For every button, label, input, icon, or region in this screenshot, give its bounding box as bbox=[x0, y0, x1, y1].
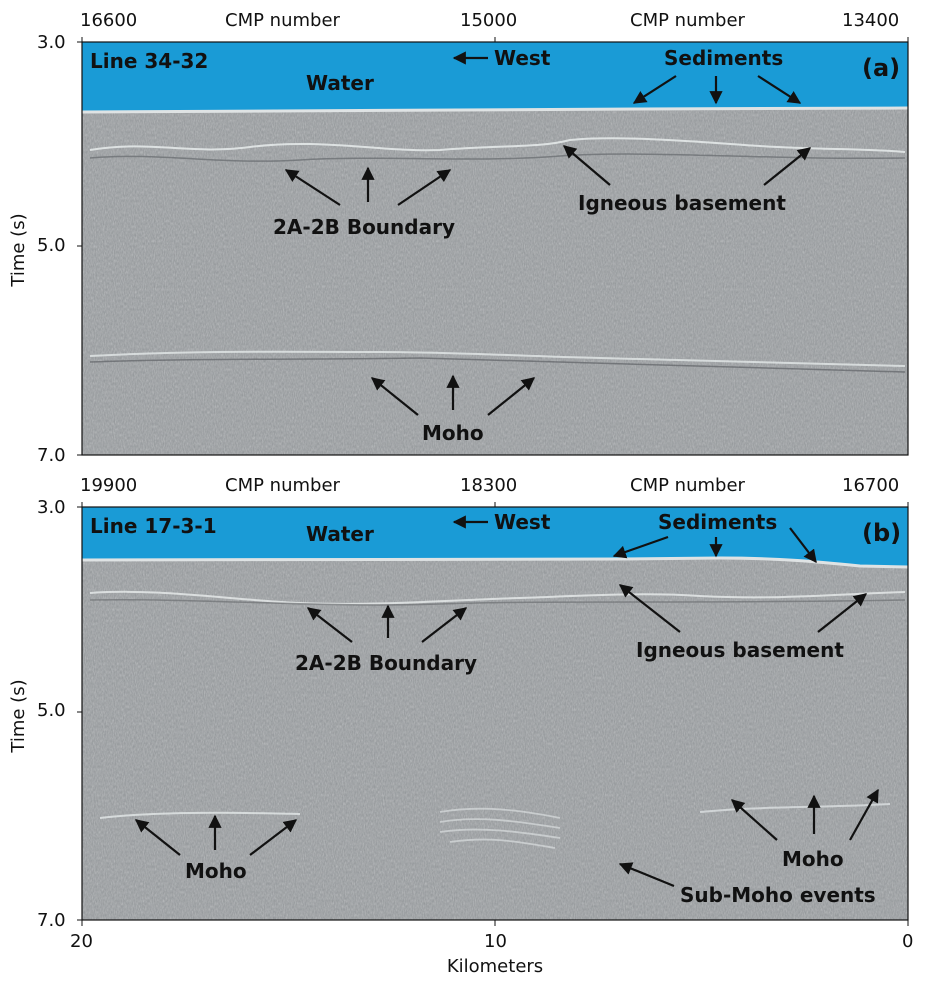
panel-b-cmp-title-left: CMP number bbox=[225, 475, 341, 496]
panel-a-moho-arrow-3 bbox=[487, 377, 536, 416]
panel-a: 16600 CMP number 15000 CMP number 13400 … bbox=[8, 10, 909, 466]
panel-b-moho-right-label: Moho bbox=[782, 847, 844, 871]
panel-b-cmp-title-right: CMP number bbox=[630, 475, 746, 496]
panel-b-sediments-label: Sediments bbox=[658, 510, 777, 534]
panel-b-sediments-arrow-1 bbox=[612, 535, 669, 559]
panel-b-moho-reflector-right bbox=[699, 803, 891, 813]
panel-b-time-axis-label: Time (s) bbox=[8, 679, 29, 753]
panel-a-basement-arrow-2 bbox=[763, 147, 812, 186]
panel-b-basement-reflector-2 bbox=[89, 598, 906, 606]
panel-b-time-tick-7: 7.0 bbox=[37, 910, 66, 931]
panel-b-water-label: Water bbox=[306, 522, 374, 546]
panel-b-line-label: Line 17-3-1 bbox=[90, 514, 217, 538]
panel-b-basement-arrow-1 bbox=[618, 584, 681, 633]
panel-b-moho-left-arrow-1 bbox=[134, 819, 181, 856]
panel-b-boundary-arrow-1 bbox=[306, 607, 353, 643]
panel-a-basement-reflector-2 bbox=[89, 153, 906, 162]
panel-a-time-tick-3: 3.0 bbox=[37, 32, 66, 53]
panel-a-basement-arrow-1 bbox=[562, 145, 611, 186]
panel-b-tag: (b) bbox=[862, 519, 901, 547]
panel-b-submoho-patch bbox=[439, 807, 561, 849]
panel-a-time-tick-7: 7.0 bbox=[37, 445, 66, 466]
panel-a-water bbox=[82, 42, 908, 112]
panel-a-water-label: Water bbox=[306, 71, 374, 95]
panel-a-sediments-arrow-1 bbox=[632, 75, 677, 104]
panel-a-basement-label: Igneous basement bbox=[578, 191, 786, 215]
km-tick-20: 20 bbox=[70, 931, 93, 952]
panel-a-sediments-arrow-3 bbox=[757, 75, 802, 104]
panel-a-seafloor bbox=[81, 106, 909, 114]
panel-a-cmp-title-left: CMP number bbox=[225, 10, 341, 31]
panel-a-sediments-label: Sediments bbox=[664, 46, 783, 70]
panel-b: 19900 CMP number 18300 CMP number 16700 … bbox=[8, 475, 913, 977]
panel-a-cmp-title-right: CMP number bbox=[630, 10, 746, 31]
panel-b-moho-right-arrow-1 bbox=[731, 799, 778, 841]
panel-b-basement-label: Igneous basement bbox=[636, 638, 844, 662]
panel-a-cmp-tick-right: 13400 bbox=[842, 10, 899, 31]
panel-b-moho-reflector bbox=[99, 811, 301, 819]
panel-b-seafloor bbox=[81, 556, 909, 569]
panel-b-time-tick-5: 5.0 bbox=[37, 700, 66, 721]
panel-b-moho-left-arrow-3 bbox=[249, 819, 298, 856]
panel-a-time-axis-label: Time (s) bbox=[8, 213, 29, 287]
panel-b-basement-reflector bbox=[89, 590, 906, 605]
panel-b-moho-left-label: Moho bbox=[185, 859, 247, 883]
panel-b-cmp-tick-mid: 18300 bbox=[460, 475, 517, 496]
panel-a-cmp-tick-left: 16600 bbox=[80, 10, 137, 31]
panel-b-sediments-arrow-3 bbox=[789, 527, 817, 564]
km-tick-0: 0 bbox=[902, 931, 913, 952]
panel-a-moho-label: Moho bbox=[422, 421, 484, 445]
panel-a-time-tick-5: 5.0 bbox=[37, 235, 66, 256]
km-tick-10: 10 bbox=[484, 931, 507, 952]
panel-a-moho-arrow-1 bbox=[370, 377, 419, 416]
panel-a-tag: (a) bbox=[862, 54, 900, 82]
panel-a-boundary-arrow-3 bbox=[397, 169, 452, 206]
panel-b-time-tick-3: 3.0 bbox=[37, 497, 66, 518]
panel-a-moho-reflector bbox=[89, 350, 906, 367]
panel-b-west-label: West bbox=[494, 510, 551, 534]
panel-b-basement-arrow-2 bbox=[817, 593, 868, 633]
panel-b-moho-right-arrow-3 bbox=[849, 788, 879, 841]
panel-b-boundary-label: 2A-2B Boundary bbox=[295, 651, 477, 675]
panel-a-west-label: West bbox=[494, 46, 551, 70]
panel-a-cmp-tick-mid: 15000 bbox=[460, 10, 517, 31]
panel-b-seismic-texture bbox=[82, 507, 908, 920]
panel-b-water bbox=[82, 507, 908, 567]
panel-a-basement-reflector bbox=[89, 137, 906, 153]
panel-b-cmp-tick-right: 16700 bbox=[842, 475, 899, 496]
panel-b-cmp-tick-left: 19900 bbox=[80, 475, 137, 496]
panel-b-submoho-arrow bbox=[618, 862, 675, 888]
km-axis-label: Kilometers bbox=[447, 956, 543, 977]
panel-a-boundary-label: 2A-2B Boundary bbox=[273, 215, 455, 239]
panel-a-boundary-arrow-1 bbox=[284, 169, 341, 206]
panel-a-line-label: Line 34-32 bbox=[90, 49, 208, 73]
panel-b-submoho-label: Sub-Moho events bbox=[680, 883, 876, 907]
panel-b-boundary-arrow-3 bbox=[421, 607, 468, 643]
